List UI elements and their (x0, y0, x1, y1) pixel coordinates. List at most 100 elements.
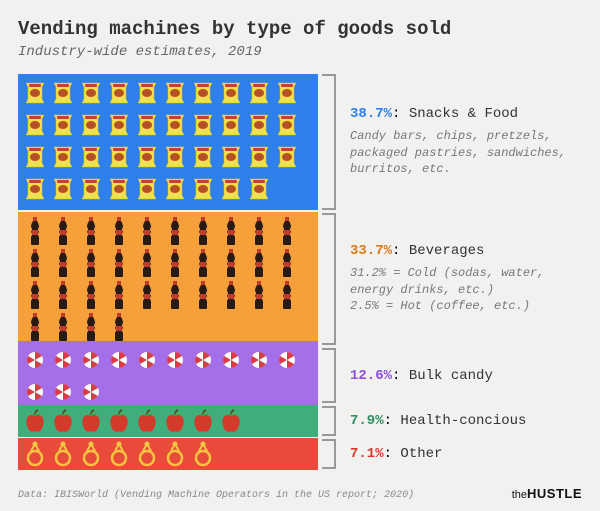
chips-icon (22, 174, 48, 204)
bottle-icon (246, 216, 272, 246)
chips-icon (78, 78, 104, 108)
bracket (322, 406, 336, 436)
bottle-icon (134, 280, 160, 310)
category-label: 12.6%: Bulk candy (336, 348, 582, 403)
chart-title: Vending machines by type of goods sold (18, 18, 582, 40)
chips-icon (50, 174, 76, 204)
chips-icon (134, 110, 160, 140)
bottle-icon (190, 216, 216, 246)
category-bar (18, 438, 318, 470)
bottle-icon (78, 280, 104, 310)
chips-icon (274, 142, 300, 172)
chips-icon (134, 142, 160, 172)
apple-icon (50, 409, 76, 433)
candy-icon (190, 345, 216, 375)
apple-icon (190, 409, 216, 433)
candy-icon (106, 345, 132, 375)
apple-icon (134, 409, 160, 433)
chips-icon (106, 78, 132, 108)
category-pct: 33.7% (350, 243, 392, 259)
chips-icon (218, 78, 244, 108)
bracket (322, 213, 336, 345)
chips-icon (162, 78, 188, 108)
chips-icon (274, 78, 300, 108)
bottle-icon (274, 248, 300, 278)
bottle-icon (134, 248, 160, 278)
bottle-icon (50, 280, 76, 310)
candy-icon (134, 345, 160, 375)
category-label: 38.7%: Snacks & FoodCandy bars, chips, p… (336, 74, 582, 210)
chart-bars: 38.7%: Snacks & FoodCandy bars, chips, p… (18, 74, 582, 469)
bottle-icon (274, 216, 300, 246)
bottle-icon (246, 248, 272, 278)
logo-main: HUSTLE (527, 486, 582, 501)
bottle-icon (50, 248, 76, 278)
ring-icon (162, 442, 188, 466)
bottle-icon (190, 280, 216, 310)
category-row: 12.6%: Bulk candy (18, 348, 582, 403)
bottle-icon (106, 280, 132, 310)
chips-icon (190, 78, 216, 108)
chips-icon (50, 78, 76, 108)
category-label: 33.7%: Beverages31.2% = Cold (sodas, wat… (336, 213, 582, 345)
bottle-icon (22, 312, 48, 342)
logo-prefix: the (512, 489, 527, 501)
category-row: 33.7%: Beverages31.2% = Cold (sodas, wat… (18, 213, 582, 345)
chips-icon (134, 174, 160, 204)
bottle-icon (190, 248, 216, 278)
category-row: 38.7%: Snacks & FoodCandy bars, chips, p… (18, 74, 582, 210)
chart-subtitle: Industry-wide estimates, 2019 (18, 44, 582, 60)
ring-icon (78, 442, 104, 466)
chips-icon (246, 142, 272, 172)
chips-icon (50, 142, 76, 172)
chips-icon (106, 110, 132, 140)
bottle-icon (134, 216, 160, 246)
chips-icon (134, 78, 160, 108)
category-name: Beverages (409, 243, 485, 259)
chips-icon (218, 110, 244, 140)
category-pct: 7.9% (350, 413, 384, 429)
chips-icon (162, 142, 188, 172)
chips-icon (190, 110, 216, 140)
chips-icon (78, 174, 104, 204)
candy-icon (274, 345, 300, 375)
bracket (322, 348, 336, 403)
chips-icon (218, 174, 244, 204)
category-desc: Candy bars, chips, pretzels, packaged pa… (350, 128, 582, 178)
category-name: Other (400, 446, 442, 462)
chips-icon (22, 110, 48, 140)
chips-icon (22, 142, 48, 172)
category-bar (18, 74, 318, 210)
candy-icon (78, 377, 104, 407)
chips-icon (190, 174, 216, 204)
bracket (322, 439, 336, 469)
bottle-icon (218, 280, 244, 310)
bottle-icon (162, 280, 188, 310)
bottle-icon (218, 248, 244, 278)
bottle-icon (246, 280, 272, 310)
bottle-icon (218, 216, 244, 246)
ring-icon (50, 442, 76, 466)
apple-icon (106, 409, 132, 433)
chips-icon (218, 142, 244, 172)
category-desc: 31.2% = Cold (sodas, water, energy drink… (350, 265, 582, 315)
ring-icon (22, 442, 48, 466)
chips-icon (106, 142, 132, 172)
candy-icon (50, 345, 76, 375)
chips-icon (78, 110, 104, 140)
apple-icon (78, 409, 104, 433)
category-pct: 12.6% (350, 368, 392, 384)
bottle-icon (22, 280, 48, 310)
bottle-icon (50, 216, 76, 246)
candy-icon (246, 345, 272, 375)
apple-icon (162, 409, 188, 433)
category-name: Bulk candy (409, 368, 493, 384)
category-name: Health-concious (400, 413, 526, 429)
category-bar (18, 341, 318, 411)
bracket (322, 74, 336, 210)
ring-icon (190, 442, 216, 466)
bottle-icon (106, 312, 132, 342)
bottle-icon (274, 280, 300, 310)
category-bar (18, 212, 318, 346)
chips-icon (162, 174, 188, 204)
